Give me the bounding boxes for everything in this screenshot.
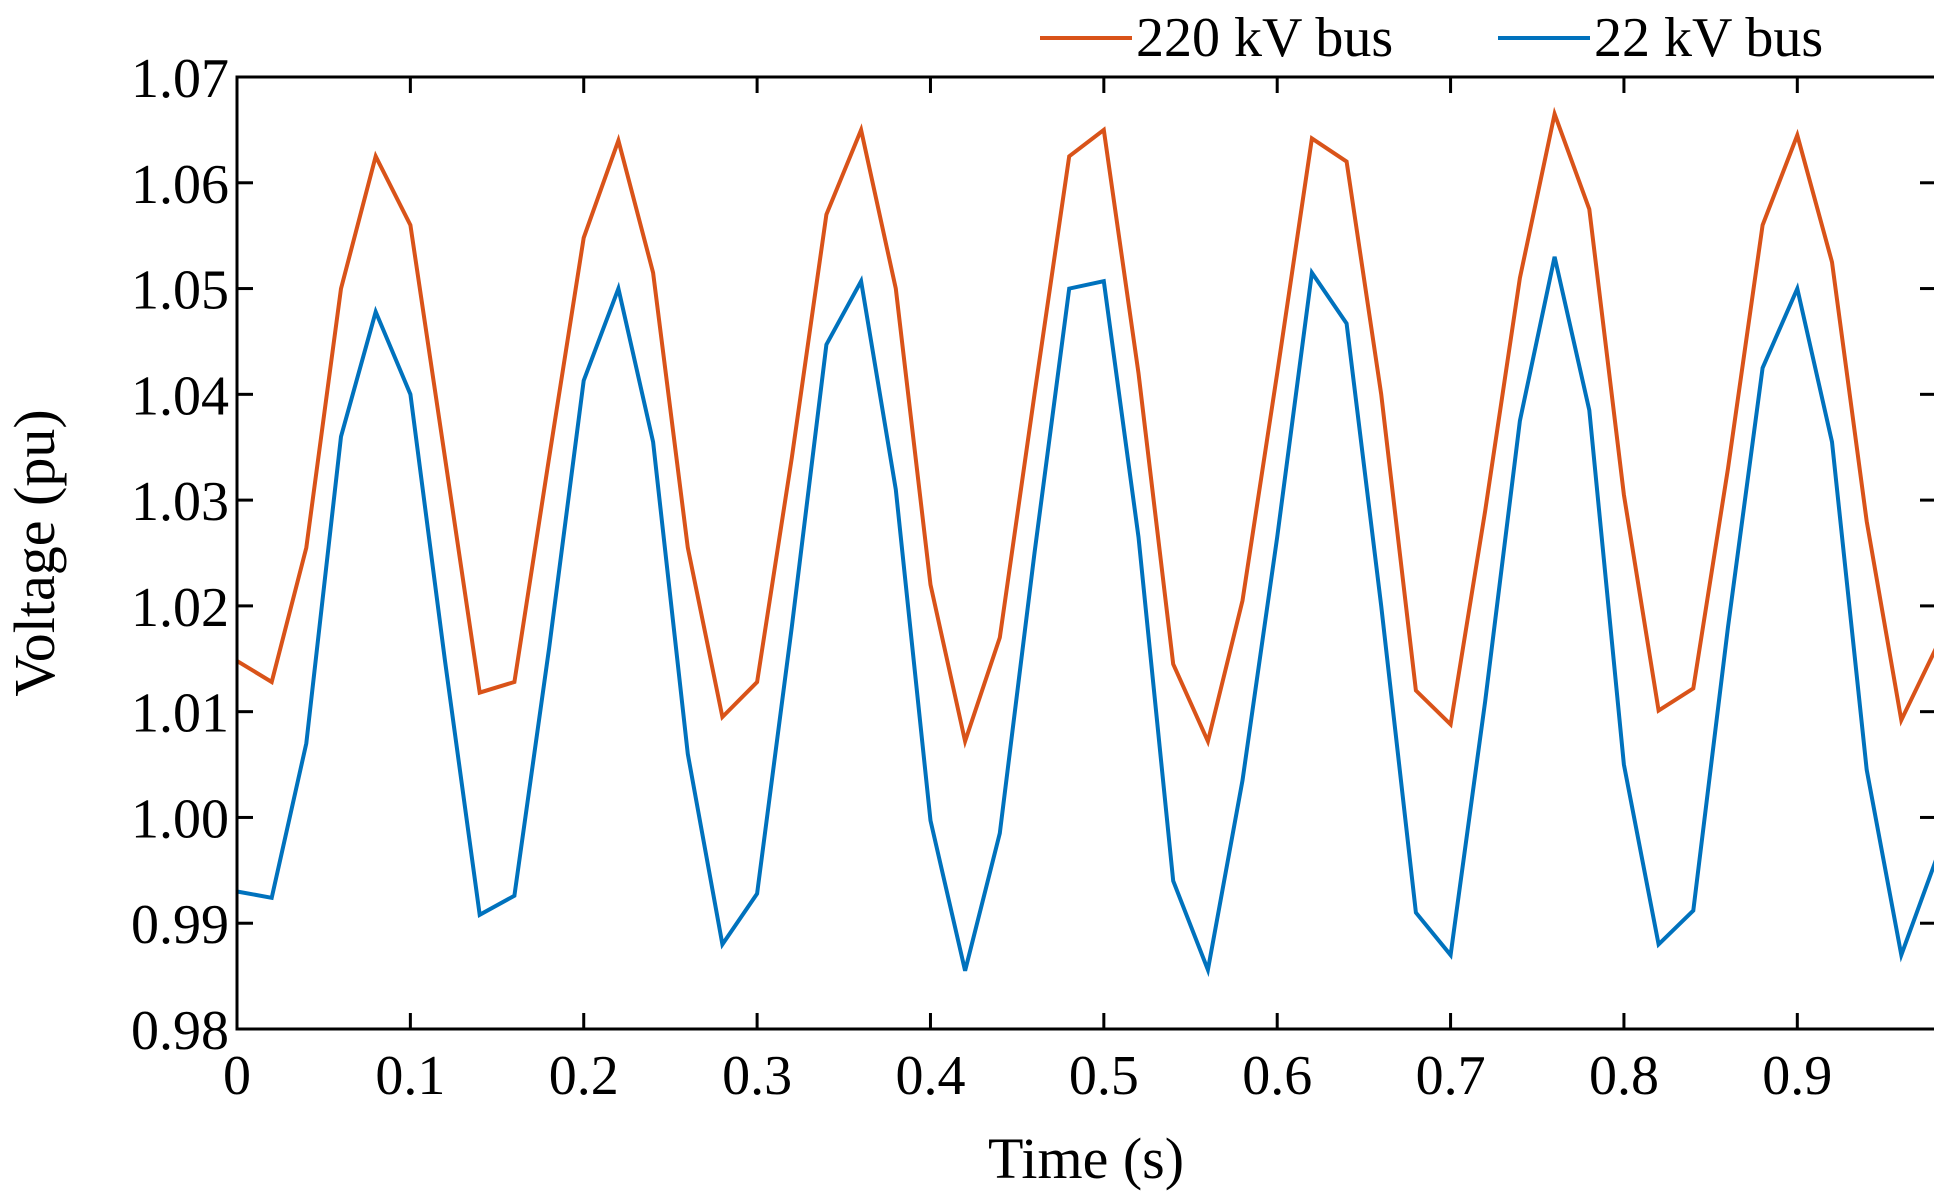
y-axis: 0.98 0.99 1.00 1.01 1.02 1.03 1.04 1.05 1.06 1.07	[131, 48, 1934, 1062]
y-tick-label: 1.02	[131, 577, 229, 639]
legend-label-1: 22 kV bus	[1594, 7, 1823, 69]
y-tick-label: 1.07	[131, 48, 229, 110]
y-axis-label: Voltage (pu)	[2, 409, 67, 696]
plot-area-frame	[235, 75, 1934, 1031]
x-tick-label: 0.6	[1242, 1045, 1312, 1107]
y-tick-label: 0.98	[131, 1000, 229, 1062]
x-tick-label: 0.8	[1589, 1045, 1659, 1107]
y-tick-label: 1.00	[131, 788, 229, 850]
x-tick-label: 0.2	[549, 1045, 619, 1107]
x-tick-label: 0.7	[1416, 1045, 1486, 1107]
x-tick-label: 0.4	[895, 1045, 965, 1107]
legend-label-0: 220 kV bus	[1136, 7, 1393, 69]
y-tick-label: 1.04	[131, 365, 229, 427]
y-tick-label: 1.03	[131, 471, 229, 533]
y-tick-label: 1.06	[131, 154, 229, 216]
x-tick-label: 0.3	[722, 1045, 792, 1107]
series-line-0	[235, 106, 1934, 749]
series-layer	[235, 106, 1934, 978]
series-line-1	[236, 256, 1934, 978]
y-tick-label: 1.01	[131, 683, 229, 745]
x-tick-label: 0.9	[1762, 1045, 1832, 1107]
x-axis-label: Time (s)	[988, 1126, 1184, 1191]
x-tick-label: 0.1	[375, 1045, 445, 1107]
y-tick-label: 1.05	[131, 260, 229, 322]
legend: 220 kV bus 22 kV bus	[1040, 7, 1823, 69]
x-tick-label: 0	[223, 1045, 251, 1107]
x-tick-label: 0.5	[1069, 1045, 1139, 1107]
y-tick-label: 0.99	[131, 894, 229, 956]
x-axis: 0 0.1 0.2 0.3 0.4 0.5 0.6 0.7 0.8 0.9	[223, 77, 1832, 1107]
